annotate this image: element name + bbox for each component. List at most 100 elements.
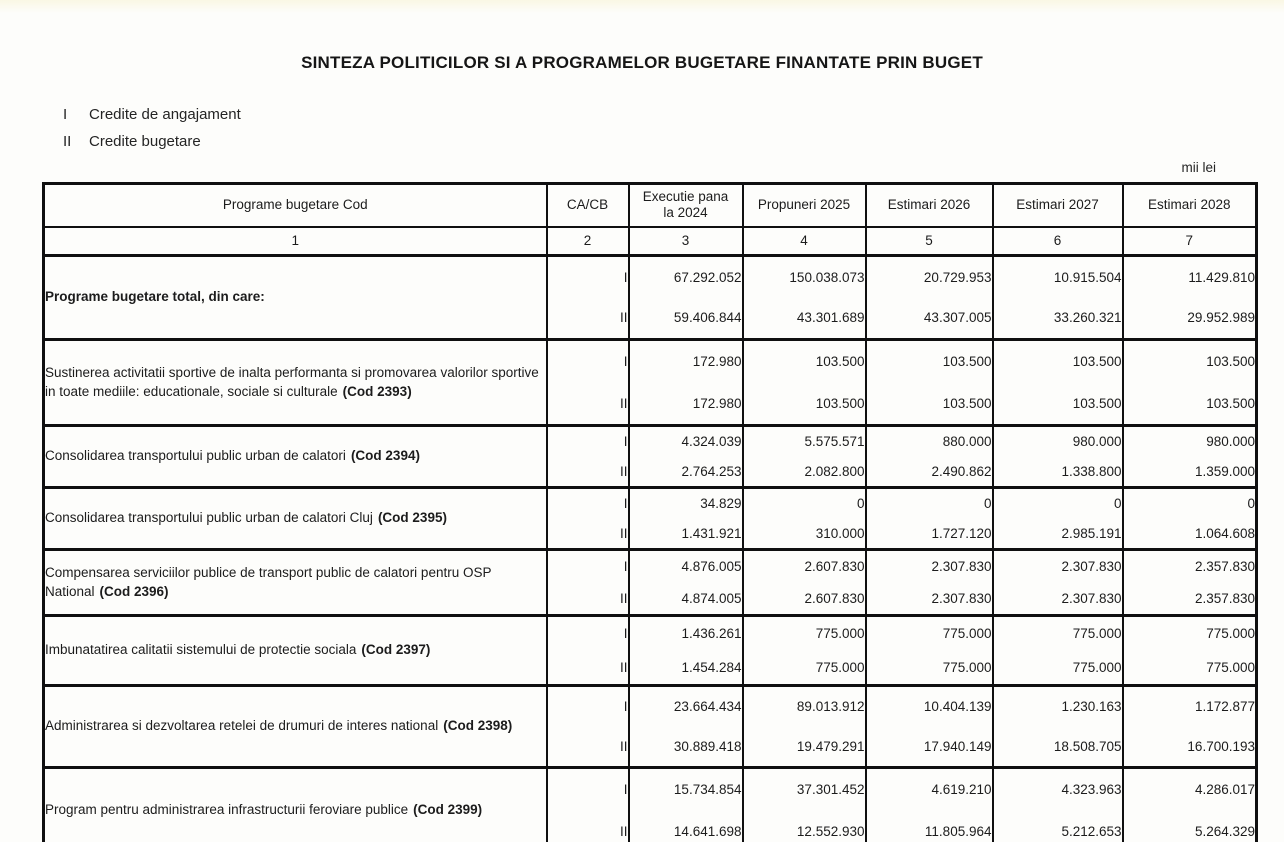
- value-cell: 16.700.193: [1121, 726, 1258, 768]
- value-cell: 5.575.571: [741, 424, 867, 457]
- value-cell: 775.000: [864, 614, 994, 651]
- program-name: Administrarea si dezvoltarea retelei de …: [45, 718, 439, 734]
- value-cell: 29.952.989: [1121, 297, 1258, 340]
- col-index-6: 6: [991, 226, 1124, 256]
- col-header-estimari-2027: Estimari 2027: [991, 183, 1124, 228]
- value-cell: 4.619.210: [864, 766, 994, 811]
- value-cell: 310.000: [741, 518, 867, 550]
- program-row-credite-bugetare: II 2.764.253 2.082.800 2.490.862 1.338.800 1.…: [44, 456, 1258, 488]
- ca-cb-symbol: II: [545, 582, 630, 616]
- value-cell: 775.000: [991, 650, 1124, 686]
- program-row-credite-angajament: Compensarea serviciilor publice de trans…: [42, 548, 1258, 616]
- value-cell: 12.552.930: [741, 810, 867, 842]
- col-header-executie: Executie pana la 2024: [627, 183, 744, 228]
- program-row-credite-bugetare: II 14.641.698 12.552.930 11.805.964 5.212.65…: [44, 810, 1258, 842]
- value-cell: 67.292.052: [627, 254, 744, 298]
- value-cell: 4.286.017: [1121, 766, 1258, 811]
- col-header-programe: Programe bugetare Cod: [42, 183, 548, 228]
- program-code: (Cod 2396): [99, 583, 169, 599]
- program-name: Programe bugetare total, din care:: [45, 289, 265, 305]
- column-index-row: 1 2 3 4 5 6 7: [42, 226, 1258, 256]
- value-cell: 43.307.005: [864, 297, 994, 340]
- program-name: Program pentru administrarea infrastruct…: [45, 802, 409, 818]
- ca-cb-symbol: I: [545, 548, 630, 583]
- value-cell: 1.064.608: [1121, 518, 1258, 550]
- value-cell: 18.508.705: [991, 726, 1124, 768]
- value-cell: 59.406.844: [627, 297, 744, 340]
- program-row-credite-bugetare: II 30.889.418 19.479.291 17.940.149 18.508.7…: [44, 726, 1258, 768]
- legend-symbol-1: I: [63, 106, 68, 123]
- value-cell: 5.264.329: [1121, 810, 1258, 842]
- value-cell: 103.500: [1121, 338, 1258, 383]
- program-code: (Cod 2393): [342, 383, 412, 399]
- value-cell: 103.500: [864, 382, 994, 426]
- program-row-credite-angajament: Consolidarea transportului public urban …: [42, 486, 1258, 550]
- legend-label-1: Credite de angajament: [89, 106, 241, 123]
- value-cell: 1.338.800: [991, 456, 1124, 488]
- program-name-cell: Programe bugetare total, din care:: [42, 254, 548, 340]
- value-cell: 5.212.653: [991, 810, 1124, 842]
- value-cell: 30.889.418: [627, 726, 744, 768]
- value-cell: 2.307.830: [864, 548, 994, 583]
- value-cell: 0: [864, 486, 994, 519]
- value-cell: 103.500: [1121, 382, 1258, 426]
- value-cell: 2.357.830: [1121, 548, 1258, 583]
- value-cell: 2.357.830: [1121, 582, 1258, 616]
- value-cell: 2.307.830: [991, 582, 1124, 616]
- value-cell: 103.500: [741, 338, 867, 383]
- document-title: SINTEZA POLITICILOR SI A PROGRAMELOR BUG…: [301, 53, 983, 72]
- value-cell: 1.172.877: [1121, 684, 1258, 727]
- value-cell: 33.260.321: [991, 297, 1124, 340]
- col-index-4: 4: [741, 226, 867, 256]
- legend-row-bugetare: II Credite bugetare: [63, 128, 241, 155]
- page-top-tint: [0, 0, 1284, 13]
- value-cell: 17.940.149: [864, 726, 994, 768]
- value-cell: 10.915.504: [991, 254, 1124, 298]
- program-row-credite-bugetare: II 4.874.005 2.607.830 2.307.830 2.307.830 2.…: [44, 582, 1258, 616]
- col-index-5: 5: [864, 226, 994, 256]
- program-name-cell: Consolidarea transportului public urban …: [42, 486, 548, 550]
- program-name: Consolidarea transportului public urban …: [45, 510, 373, 526]
- program-name: Compensarea serviciilor publice de trans…: [45, 565, 492, 599]
- program-name: Consolidarea transportului public urban …: [45, 448, 346, 464]
- ca-cb-symbol: I: [545, 338, 630, 383]
- program-row-credite-angajament: Imbunatatirea calitatii sistemului de pr…: [42, 614, 1258, 686]
- program-name-cell: Program pentru administrarea infrastruct…: [42, 766, 548, 842]
- value-cell: 1.454.284: [627, 650, 744, 686]
- legend-symbol-2: II: [63, 133, 72, 150]
- value-cell: 172.980: [627, 338, 744, 383]
- value-cell: 37.301.452: [741, 766, 867, 811]
- value-cell: 0: [741, 486, 867, 519]
- ca-cb-symbol: I: [545, 614, 630, 651]
- value-cell: 2.307.830: [991, 548, 1124, 583]
- value-cell: 4.323.963: [991, 766, 1124, 811]
- value-cell: 2.490.862: [864, 456, 994, 488]
- value-cell: 103.500: [864, 338, 994, 383]
- program-code: (Cod 2397): [361, 642, 431, 658]
- value-cell: 775.000: [1121, 650, 1258, 686]
- program-name-cell: Administrarea si dezvoltarea retelei de …: [42, 684, 548, 768]
- legend-label-2: Credite bugetare: [89, 133, 201, 150]
- col-index-7: 7: [1121, 226, 1258, 256]
- program-name-cell: Sustinerea activitatii sportive de inalt…: [42, 338, 548, 426]
- ca-cb-symbol: I: [545, 254, 630, 298]
- program-row-credite-angajament: Program pentru administrarea infrastruct…: [42, 766, 1258, 842]
- col-header-estimari-2026: Estimari 2026: [864, 183, 994, 228]
- value-cell: 14.641.698: [627, 810, 744, 842]
- value-cell: 1.431.921: [627, 518, 744, 550]
- value-cell: 11.805.964: [864, 810, 994, 842]
- budget-table: Programe bugetare Cod CA/CB Executie pan…: [42, 182, 1258, 842]
- ca-cb-symbol: I: [545, 766, 630, 811]
- table-header-row: Programe bugetare Cod CA/CB Executie pan…: [42, 183, 1258, 228]
- col-header-estimari-2028: Estimari 2028: [1121, 183, 1258, 228]
- value-cell: 4.324.039: [627, 424, 744, 457]
- col-index-3: 3: [627, 226, 744, 256]
- value-cell: 11.429.810: [1121, 254, 1258, 298]
- program-code: (Cod 2395): [377, 510, 447, 526]
- value-cell: 10.404.139: [864, 684, 994, 727]
- value-cell: 43.301.689: [741, 297, 867, 340]
- value-cell: 980.000: [1121, 424, 1258, 457]
- value-cell: 1.230.163: [991, 684, 1124, 727]
- ca-cb-symbol: II: [545, 650, 630, 686]
